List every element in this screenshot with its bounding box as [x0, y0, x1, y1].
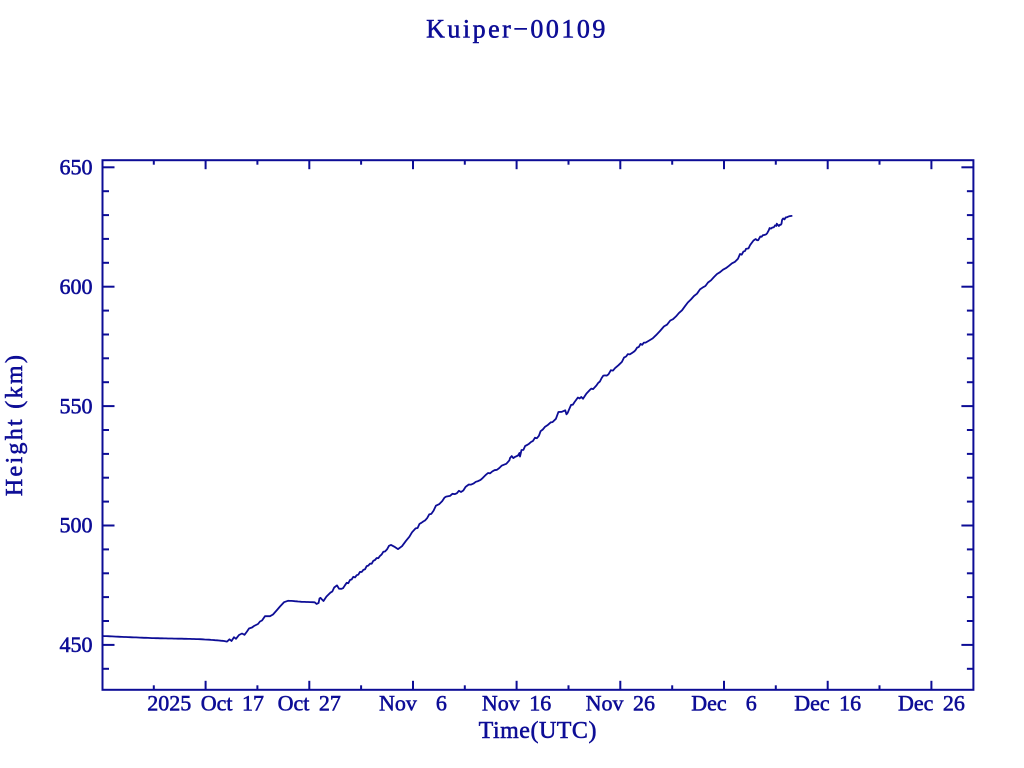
svg-text:550: 550	[60, 393, 93, 418]
svg-text:Oct 27: Oct 27	[278, 691, 341, 716]
svg-text:450: 450	[60, 632, 93, 657]
svg-text:600: 600	[60, 274, 93, 299]
svg-text:Height (km): Height (km)	[2, 353, 28, 496]
svg-text:2025 Oct 17: 2025 Oct 17	[147, 691, 264, 716]
svg-text:650: 650	[60, 155, 93, 180]
svg-text:Nov 26: Nov 26	[586, 691, 655, 716]
svg-text:Nov 6: Nov 6	[379, 691, 447, 716]
svg-text:Time(UTC): Time(UTC)	[479, 718, 597, 744]
svg-text:500: 500	[60, 513, 93, 538]
svg-text:Dec 6: Dec 6	[691, 691, 756, 716]
svg-text:Nov 16: Nov 16	[482, 691, 551, 716]
svg-text:Kuiper−00109: Kuiper−00109	[426, 15, 608, 44]
svg-text:Dec 26: Dec 26	[898, 691, 965, 716]
svg-text:Dec 16: Dec 16	[794, 691, 861, 716]
